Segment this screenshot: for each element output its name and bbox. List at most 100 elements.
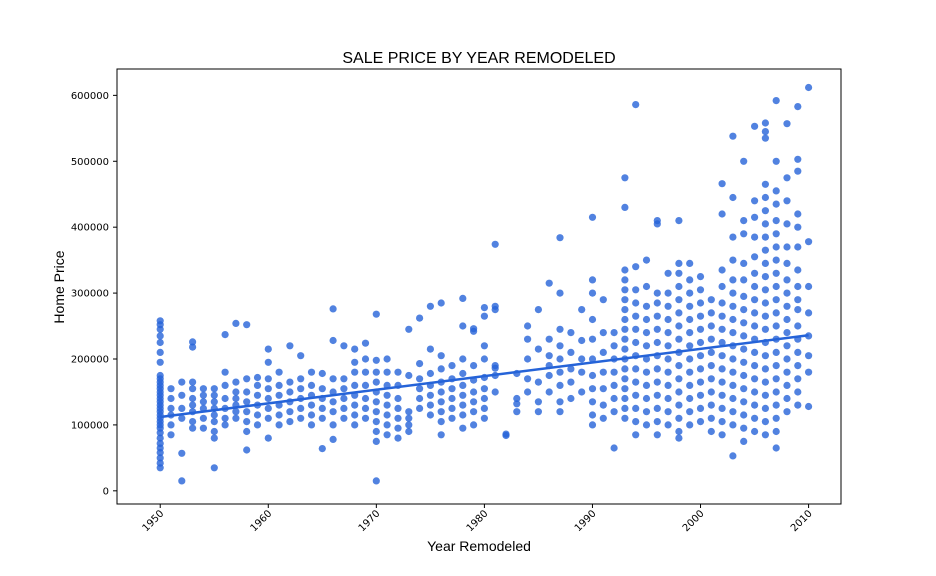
y-tick-label: 300000 <box>71 289 109 300</box>
data-point <box>621 325 629 333</box>
data-point <box>772 97 780 105</box>
data-point <box>621 286 629 294</box>
data-point <box>178 414 186 422</box>
trend-line-group <box>160 334 809 419</box>
data-point <box>405 421 413 429</box>
data-point <box>718 210 726 218</box>
data-point <box>621 335 629 343</box>
data-point <box>772 187 780 195</box>
data-point <box>297 404 305 412</box>
data-point <box>221 381 229 389</box>
data-point <box>459 391 467 399</box>
data-point <box>610 342 618 350</box>
data-point <box>707 427 715 436</box>
data-point <box>664 394 672 403</box>
data-point <box>383 401 391 409</box>
data-point <box>761 365 770 373</box>
data-point <box>610 381 618 389</box>
data-point <box>199 385 207 393</box>
data-point <box>318 414 326 422</box>
data-point <box>675 259 683 267</box>
data-point <box>405 427 413 436</box>
data-point <box>210 391 218 399</box>
data-point <box>199 424 207 432</box>
data-point <box>329 435 337 443</box>
data-point <box>653 325 661 333</box>
data-points <box>156 83 813 485</box>
data-point <box>545 335 553 343</box>
data-point <box>772 269 780 277</box>
data-point <box>772 375 780 383</box>
data-point <box>599 414 607 422</box>
data-point <box>675 375 683 383</box>
data-point <box>642 408 651 416</box>
data-point <box>275 391 283 399</box>
data-point <box>459 381 467 389</box>
data-point <box>372 427 380 436</box>
data-point <box>642 256 651 264</box>
data-point <box>794 296 802 304</box>
data-point <box>361 355 370 363</box>
data-point <box>426 411 434 419</box>
data-point <box>156 434 164 442</box>
data-point <box>696 273 705 281</box>
plot-area-frame <box>116 68 842 505</box>
data-point <box>664 342 672 350</box>
data-point <box>707 296 715 304</box>
data-point <box>664 302 672 310</box>
data-point <box>772 444 780 452</box>
data-point <box>761 128 770 136</box>
data-point <box>686 302 694 310</box>
data-point <box>372 398 380 406</box>
data-point <box>718 325 726 333</box>
data-point <box>221 394 229 403</box>
data-point <box>405 325 413 333</box>
data-point <box>307 411 316 419</box>
data-point <box>642 355 651 363</box>
data-point <box>383 391 391 399</box>
data-point <box>383 368 391 376</box>
data-point <box>761 312 770 320</box>
data-point <box>264 394 272 403</box>
data-point <box>740 230 748 238</box>
data-point <box>740 398 748 406</box>
data-point <box>459 294 467 302</box>
data-point <box>664 315 672 324</box>
data-point <box>243 427 251 436</box>
data-point <box>664 368 672 376</box>
data-point <box>751 427 759 436</box>
data-point <box>578 388 586 396</box>
data-point <box>686 276 694 284</box>
data-point <box>578 368 586 376</box>
data-point <box>653 418 661 426</box>
data-point <box>524 355 532 363</box>
data-point <box>783 276 791 284</box>
data-point <box>751 401 759 409</box>
data-point <box>383 431 391 439</box>
data-point <box>642 394 651 403</box>
data-point <box>794 401 802 409</box>
data-point <box>686 368 694 376</box>
data-point <box>167 431 175 439</box>
data-point <box>199 414 207 422</box>
data-point <box>340 414 348 422</box>
data-point <box>307 421 316 429</box>
data-point <box>491 302 499 310</box>
data-point <box>156 459 164 467</box>
data-point <box>156 371 164 380</box>
data-point <box>610 329 618 337</box>
data-point <box>275 381 283 389</box>
data-point <box>675 335 683 343</box>
data-point <box>783 408 791 416</box>
data-point <box>210 427 218 436</box>
data-point <box>729 394 737 403</box>
data-point <box>189 338 197 346</box>
data-point <box>351 401 359 409</box>
data-point <box>491 240 499 248</box>
data-point <box>621 276 629 284</box>
data-point <box>178 477 186 485</box>
data-point <box>524 375 532 383</box>
data-point <box>621 414 629 422</box>
data-point <box>275 411 283 419</box>
x-tick-label: 1960 <box>249 508 275 534</box>
